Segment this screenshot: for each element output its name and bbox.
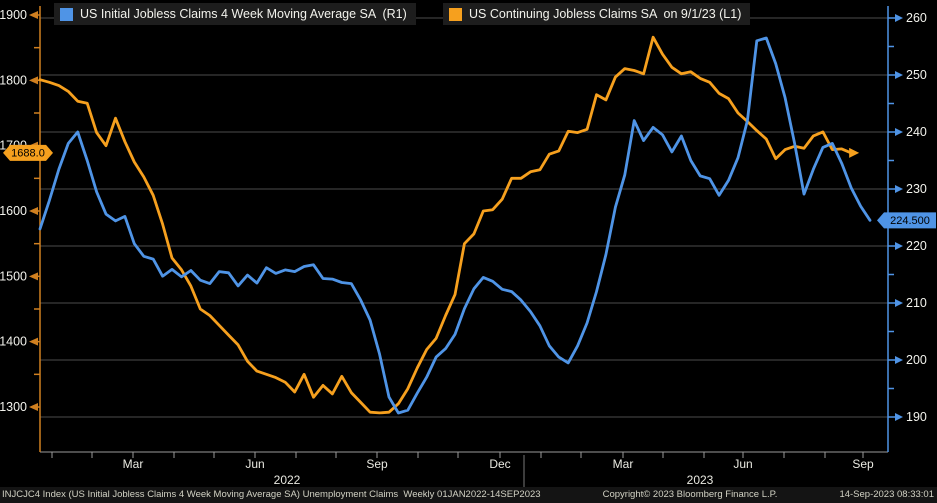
left-axis-tick-label: 1400 (0, 335, 27, 349)
x-axis (40, 451, 888, 487)
legend-label-initial-claims: US Initial Jobless Claims 4 Week Moving … (80, 7, 407, 21)
right-axis-labels: 260 250 240 230 220 210 200 190 (888, 11, 927, 424)
legend-label-continuing-claims: US Continuing Jobless Claims SA on 9/1/2… (469, 7, 742, 21)
month-label: Jun (733, 457, 752, 471)
month-label: Sep (852, 457, 874, 471)
legend-item-continuing-claims[interactable]: US Continuing Jobless Claims SA on 9/1/2… (443, 3, 751, 25)
series-initial-claims-line (38, 36, 872, 415)
year-labels: 2022 2023 (274, 473, 714, 487)
month-label: Sep (366, 457, 388, 471)
month-label: Dec (489, 457, 510, 471)
right-axis-tick-label: 220 (906, 239, 927, 253)
left-axis-tick-label: 1600 (0, 204, 27, 218)
legend-swatch-orange-icon (449, 7, 462, 21)
right-axis-tick-label: 210 (906, 296, 927, 310)
right-axis-tick-label: 250 (906, 68, 927, 82)
copyright-text: Copyright© 2023 Bloomberg Finance L.P. (602, 489, 778, 500)
legend-item-initial-claims[interactable]: US Initial Jobless Claims 4 Week Moving … (54, 3, 416, 25)
gridlines (40, 17, 888, 418)
series-continuing-claims-line (38, 35, 853, 415)
timestamp: 14-Sep-2023 08:33:01 (839, 489, 934, 500)
left-axis-tick-label: 1300 (0, 400, 27, 414)
initial-claims-last-value: 224.500 (890, 215, 930, 227)
left-axis-tick-label: 1500 (0, 269, 27, 283)
ticker-description: INJCJC4 Index (US Initial Jobless Claims… (2, 489, 541, 500)
continuing-claims-last-value: 1688.0 (11, 147, 45, 159)
year-label: 2022 (274, 473, 301, 487)
left-axis-labels: 1900180017001600150014001300 (0, 8, 40, 414)
continuing-claims-value-badge: 1688.0 (3, 144, 53, 161)
right-axis-tick-label: 260 (906, 11, 927, 25)
continuing-claims-end-arrow-icon (849, 147, 860, 158)
year-label: 2023 (687, 473, 714, 487)
month-label: Mar (613, 457, 634, 471)
right-axis-tick-label: 240 (906, 125, 927, 139)
status-bar: INJCJC4 Index (US Initial Jobless Claims… (0, 487, 937, 503)
left-axis-tick-label: 1800 (0, 73, 27, 87)
month-labels: Mar Jun Sep Dec Mar Jun Sep (123, 457, 874, 471)
month-label: Mar (123, 457, 144, 471)
left-axis-tick-label: 1900 (0, 8, 27, 22)
right-axis-tick-label: 230 (906, 182, 927, 196)
legend-swatch-blue-icon (60, 7, 73, 21)
right-axis-tick-label: 190 (906, 410, 927, 424)
month-label: Jun (245, 457, 264, 471)
right-axis-tick-label: 200 (906, 353, 927, 367)
initial-claims-value-badge: 224.500 (877, 212, 936, 229)
